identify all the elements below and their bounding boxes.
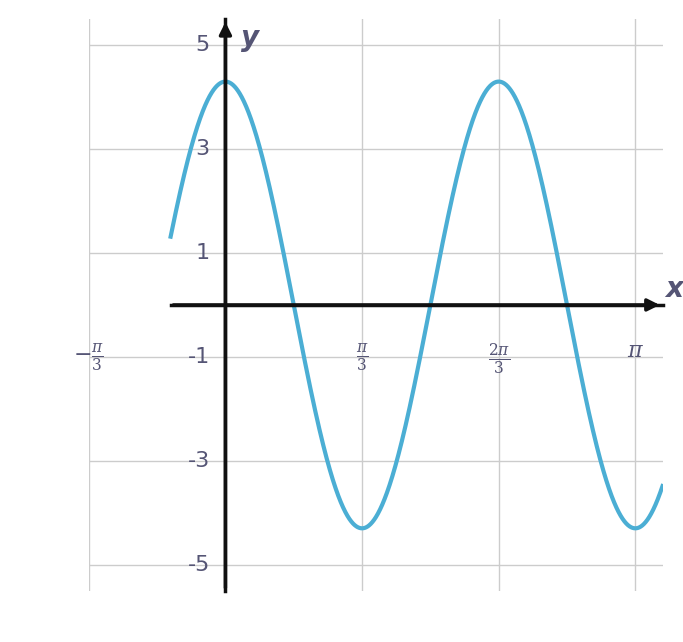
Text: $-\frac{\pi}{3}$: $-\frac{\pi}{3}$ [73,342,104,373]
Text: x: x [665,275,683,304]
Text: 3: 3 [195,139,210,159]
Text: 5: 5 [195,35,210,55]
Text: $\frac{2\pi}{3}$: $\frac{2\pi}{3}$ [488,342,510,376]
Text: y: y [241,24,260,53]
Text: $\pi$: $\pi$ [627,342,644,361]
Text: -3: -3 [188,451,210,471]
Text: 1: 1 [195,243,210,263]
Text: $\frac{\pi}{3}$: $\frac{\pi}{3}$ [356,342,368,373]
Text: -5: -5 [187,555,210,575]
Text: -1: -1 [188,347,210,367]
